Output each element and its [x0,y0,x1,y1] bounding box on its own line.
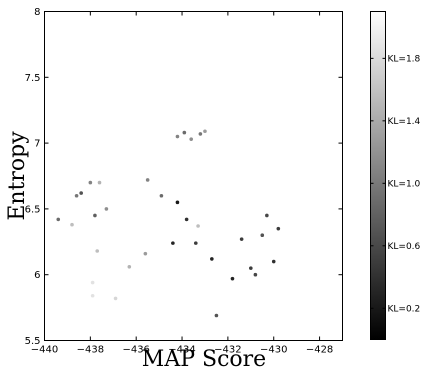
colorbar: KL=0.2 KL=0.6 KL=1.0 KL=1.4 KL=1.8 [370,11,421,340]
data-point [271,259,276,264]
data-point [88,180,93,185]
data-point [175,200,180,205]
data-point [249,266,253,270]
x-tick-label: −432 [214,345,241,356]
data-point [276,226,281,231]
data-point [265,213,269,218]
data-point [95,249,100,253]
data-point [214,313,219,318]
data-point [70,222,74,227]
data-point [260,233,265,238]
x-tick-label: −438 [77,345,104,356]
colorbar-tick-label: KL=1.0 [388,179,421,189]
data-point [93,213,97,218]
data-point [253,272,258,277]
data-point [189,137,194,141]
x-tick-label: −428 [306,345,333,356]
data-points [56,129,281,318]
data-point [198,132,203,136]
data-point [230,276,235,281]
y-tick-label: 7.5 [25,73,41,84]
x-tick-label: −440 [31,345,58,356]
data-point [159,193,164,198]
y-tick-label: 6.5 [25,204,41,215]
data-point [104,207,109,211]
data-point [196,224,200,228]
data-point [113,296,118,301]
data-point [90,280,95,285]
x-tick-label: −436 [122,345,149,356]
colorbar-tick-label: KL=1.4 [388,117,421,127]
data-point [239,237,244,241]
colorbar-tick-label: KL=0.6 [388,242,421,252]
data-point [184,217,189,222]
data-point [171,241,175,245]
data-point [56,217,61,222]
data-point [79,191,83,195]
x-axis-label: MAP Score [142,347,266,368]
axis-ticks: −440 −438 −436 −434 −432 −430 −428 5.5 6 6.5 7 7.5 8 [25,7,343,356]
y-tick-label: 7 [34,139,40,150]
data-point [203,129,207,134]
plot-area [44,11,343,341]
y-tick-label: 5.5 [25,336,41,347]
data-point [90,293,95,298]
plot-frame [44,11,343,341]
data-point [143,251,148,256]
data-point [127,265,132,269]
data-point [182,130,187,135]
data-point [97,180,102,185]
y-axis-label: Entropy [5,131,30,221]
data-point [210,257,214,261]
colorbar-gradient [370,11,386,340]
x-tick-label: −434 [168,345,195,356]
y-tick-label: 8 [34,7,40,18]
data-point [175,134,180,139]
y-tick-label: 6 [34,270,40,281]
colorbar-tick-label: KL=0.2 [388,304,421,314]
colorbar-tick-label: KL=1.8 [388,54,421,64]
data-point [145,178,150,182]
data-point [74,193,79,198]
data-point [193,241,198,245]
x-tick-label: −430 [260,345,287,356]
